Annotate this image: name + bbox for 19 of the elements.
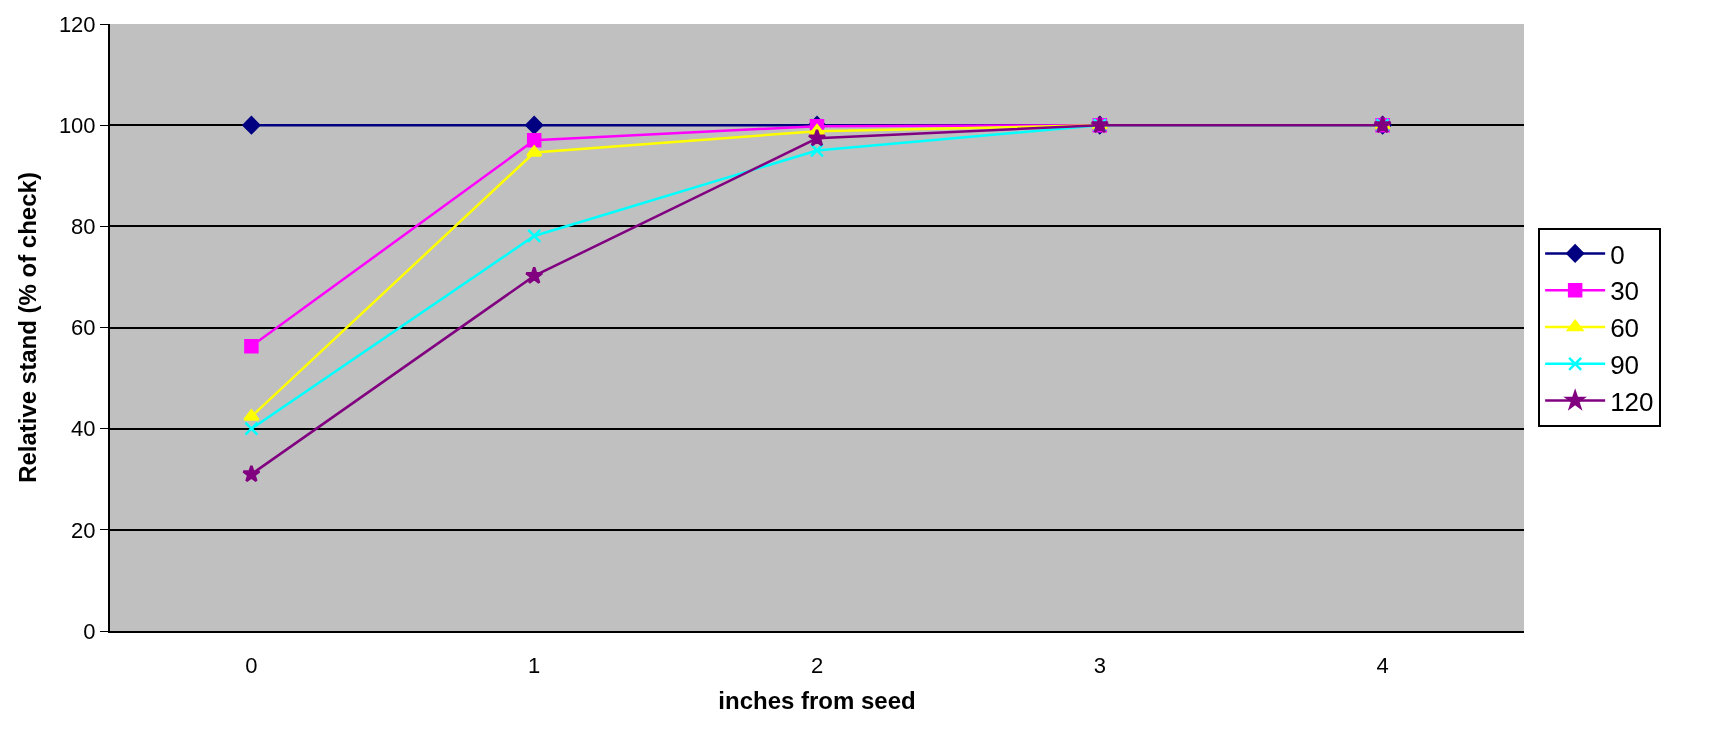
legend-label: 120 xyxy=(1610,386,1654,417)
legend-label: 90 xyxy=(1610,349,1640,380)
x-tick-label: 0 xyxy=(245,653,258,679)
x-tick-label: 1 xyxy=(528,653,541,679)
y-tick-label: 80 xyxy=(71,214,96,240)
y-tick-label: 20 xyxy=(71,517,96,543)
x-axis-title: inches from seed xyxy=(718,687,916,715)
x-tick-label: 3 xyxy=(1093,653,1106,679)
legend-label: 60 xyxy=(1610,313,1640,344)
y-axis-title: Relative stand (% of check) xyxy=(14,172,42,483)
legend-label: 0 xyxy=(1610,239,1625,270)
y-tick-label: 100 xyxy=(58,112,96,138)
y-tick-label: 0 xyxy=(83,618,96,644)
y-tick-label: 40 xyxy=(71,416,96,442)
y-tick-label: 60 xyxy=(71,315,96,341)
x-tick-label: 4 xyxy=(1376,653,1389,679)
legend-label: 30 xyxy=(1610,276,1640,307)
y-tick-label: 120 xyxy=(58,11,96,37)
x-tick-label: 2 xyxy=(810,653,824,679)
